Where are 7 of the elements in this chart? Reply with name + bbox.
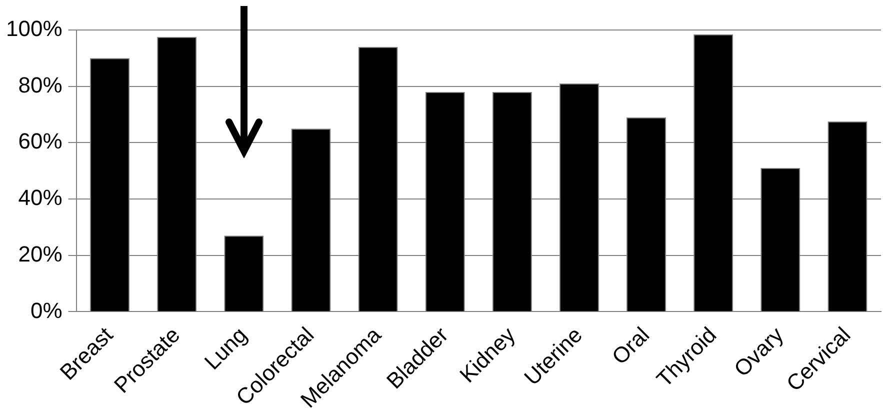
y-tick-label: 40% [18,185,62,210]
y-tick-label: 80% [18,72,62,98]
y-tick-label: 60% [18,128,62,154]
y-tick-label: 0% [30,298,62,323]
y-tick-label: 20% [18,241,62,266]
x-tick-label: Oral [607,322,654,370]
y-tick-label: 100% [6,16,62,42]
